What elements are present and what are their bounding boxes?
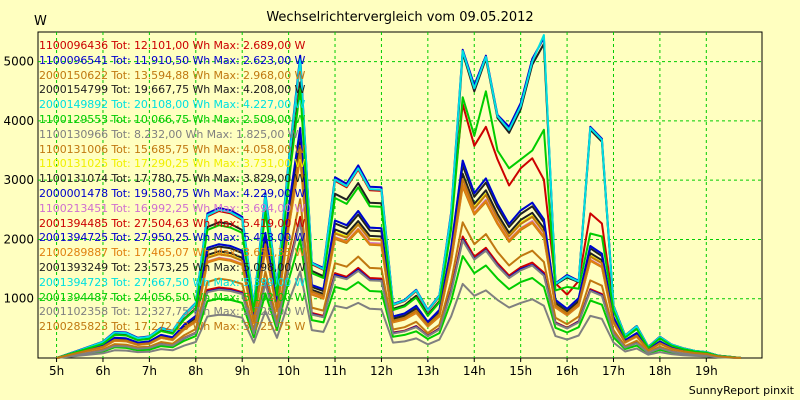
x-tick-label: 10h [277, 364, 300, 378]
x-tick-label: 19h [695, 364, 718, 378]
x-tick-label: 5h [49, 364, 64, 378]
legend-entry: 2001394723 Tot: 27.667,50 Wh Max: 5.399,… [39, 275, 306, 289]
credit-text: SunnyReport pinxit [688, 384, 794, 397]
series-line-17 [56, 34, 742, 359]
legend-entry: 2001102358 Tot: 12.327,75 Wh Max: 2.728,… [39, 305, 306, 319]
y-tick-label: 1000 [3, 292, 34, 306]
series-line-20 [56, 148, 742, 359]
legend-entry: 1100131006 Tot: 15.685,75 Wh Max: 4.058,… [39, 142, 306, 156]
legend-entry: 2001394485 Tot: 27.504,63 Wh Max: 5.419,… [39, 216, 306, 230]
y-tick-label: 3000 [3, 173, 34, 187]
x-tick-label: 18h [648, 364, 671, 378]
legend-entry: 2001393249 Tot: 23.573,25 Wh Max: 5.098,… [39, 261, 306, 274]
x-tick-label: 16h [556, 364, 579, 378]
legend-entry: 1100213451 Tot: 16.992,25 Wh Max: 3.694,… [39, 201, 306, 215]
series-line-6 [56, 238, 742, 359]
x-tick-label: 14h [463, 364, 486, 378]
x-tick-label: 15h [509, 364, 532, 378]
legend-entry: 2100285823 Tot: 17.272,13 Wh Max: 3.725,… [39, 320, 306, 334]
legend-entry: 2001394487 Tot: 24.056,50 Wh Max: 5.102,… [39, 290, 306, 304]
legend-entry: 1100130966 Tot: 8.232,00 Wh Max: 1.825,0… [39, 127, 299, 141]
x-tick-label: 12h [370, 364, 393, 378]
series-line-11 [56, 127, 742, 359]
legend-entry: 2001394725 Tot: 27.950,25 Wh Max: 5.473,… [39, 231, 306, 245]
x-tick-label: 7h [142, 364, 157, 378]
series-line-3 [56, 198, 742, 359]
legend-entry: 1100096436 Tot: 12.101,00 Wh Max: 2.689,… [39, 39, 306, 52]
x-tick-label: 11h [324, 364, 347, 378]
y-tick-label: 2000 [3, 232, 34, 246]
legend-entry: 2000154799 Tot: 19.667,75 Wh Max: 4.208,… [39, 83, 306, 97]
series-lines [56, 34, 742, 359]
series-line-7 [56, 270, 742, 359]
legend-entry: 2100289887 Tot: 17.465,07 Wh Max: 3.651,… [39, 246, 306, 260]
x-tick-label: 13h [416, 364, 439, 378]
y-axis-unit: W [34, 14, 47, 29]
x-tick-label: 8h [188, 364, 203, 378]
legend-entry: 2000149892 Tot: 20.108,00 Wh Max: 4.227,… [39, 98, 306, 112]
y-axis: 1000 2000 3000 4000 5000 [3, 55, 34, 306]
legend-entry: 2000150622 Tot: 13.594,88 Wh Max: 2.968,… [39, 68, 306, 82]
legend-entry: 1100129553 Tot: 10.066,75 Wh Max: 2.509,… [39, 113, 306, 126]
y-tick-label: 4000 [3, 114, 34, 128]
legend-entry: 2000001478 Tot: 19.580,75 Wh Max: 4.229,… [39, 187, 306, 200]
series-line-19 [56, 219, 742, 359]
y-tick-label: 5000 [3, 55, 34, 69]
legend-entry: 1100131025 Tot: 17.290,25 Wh Max: 3.731,… [39, 157, 306, 171]
legend-entry: 1100131074 Tot: 17.780,75 Wh Max: 3.829,… [39, 172, 306, 186]
x-tick-label: 6h [95, 364, 110, 378]
x-tick-label: 17h [602, 364, 625, 378]
series-line-18 [56, 87, 742, 359]
x-axis: 5h 6h 7h 8h 9h 10h 11h 12h 13h 14h 15h 16h 17h 18h 19h [49, 358, 718, 378]
x-tick-label: 9h [235, 364, 250, 378]
legend-entry: 1100096541 Tot: 11.910,50 Wh Max: 2.623,… [39, 53, 306, 67]
chart-title: Wechselrichtervergleich vom 09.05.2012 [266, 10, 534, 25]
